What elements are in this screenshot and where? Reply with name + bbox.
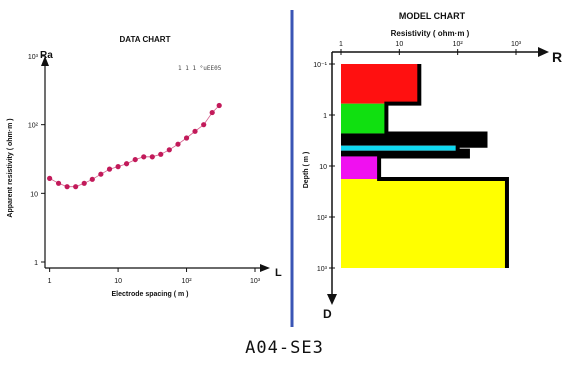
data-point-0-11 — [141, 154, 147, 160]
data-point-0-13 — [158, 151, 164, 157]
model-chart-title: MODEL CHART — [399, 11, 466, 21]
model-layer-6 — [341, 179, 507, 268]
data-y-tick-label-2: 10² — [28, 123, 39, 130]
data-x-tick-label-1: 10 — [114, 278, 122, 285]
data-point-0-12 — [149, 154, 155, 160]
data-y-tick-label-3: 10³ — [28, 54, 39, 61]
data-point-0-2 — [64, 184, 70, 190]
model-chart-layers — [341, 64, 509, 268]
data-point-0-5 — [89, 176, 95, 182]
data-x-axis-arrow — [260, 264, 270, 272]
data-point-0-1 — [55, 180, 62, 186]
data-chart-legend: 1 1 1 °uEE05 — [178, 65, 222, 72]
data-y-axis-arrow — [41, 56, 49, 66]
model-y-tick-label-0: 10⁻¹ — [313, 62, 327, 69]
data-point-0-19 — [209, 109, 215, 116]
model-layer-4 — [341, 150, 468, 157]
model-y-tick-label-4: 10³ — [317, 266, 328, 273]
model-y-tick-label-1: 1 — [323, 113, 327, 120]
data-y-tick-label-0: 1 — [34, 260, 38, 267]
data-chart-x-letter: L — [275, 267, 282, 279]
model-chart-ticks: 1 10 10² 10³ 10⁻¹ 1 10 10² 10³ — [313, 41, 522, 273]
data-point-0-8 — [115, 164, 121, 170]
model-chart-axes — [327, 47, 549, 305]
data-chart-axes — [41, 56, 270, 272]
data-point-0-4 — [81, 180, 87, 186]
model-layer-0 — [341, 64, 420, 104]
model-layer-1 — [341, 103, 387, 134]
data-chart-x-label: Electrode spacing ( m ) — [111, 291, 188, 298]
model-chart-x-letter: R — [552, 49, 562, 65]
model-layer-3 — [341, 145, 458, 151]
data-chart-y-letter: Ra — [40, 50, 53, 61]
data-x-tick-label-0: 1 — [48, 278, 52, 285]
data-x-tick-label-3: 10³ — [250, 278, 261, 285]
model-x-tick-label-3: 10³ — [511, 41, 522, 48]
data-chart-y-label: Apparent resistivity ( ohm·m ) — [7, 118, 14, 217]
data-y-tick-label-1: 10 — [30, 191, 38, 198]
data-series-line-0 — [49, 105, 220, 188]
data-point-0-0 — [47, 175, 53, 181]
model-resistivity-curve — [377, 64, 509, 268]
model-layer-2 — [341, 133, 486, 146]
data-point-0-16 — [183, 135, 190, 141]
model-layer-5 — [341, 156, 380, 180]
data-x-tick-label-2: 10² — [181, 278, 192, 285]
model-chart: MODEL CHART Resistivity ( ohm·m ) Depth … — [303, 11, 562, 321]
model-chart-x-label: Resistivity ( ohm·m ) — [391, 29, 470, 38]
data-point-0-3 — [73, 184, 79, 190]
data-chart-title: DATA CHART — [120, 35, 171, 44]
data-point-0-7 — [106, 166, 113, 172]
model-x-tick-label-0: 1 — [339, 41, 343, 48]
data-point-0-9 — [123, 161, 130, 167]
model-y-axis-arrow — [327, 294, 337, 305]
model-chart-y-label: Depth ( m ) — [303, 152, 310, 189]
model-x-tick-label-2: 10² — [453, 41, 464, 48]
model-x-tick-label-1: 10 — [395, 41, 403, 48]
figure-caption: A04-SE3 — [245, 338, 324, 358]
model-y-tick-label-2: 10 — [319, 164, 327, 171]
data-point-0-10 — [132, 156, 138, 163]
model-y-tick-label-3: 10² — [317, 215, 328, 222]
data-point-0-14 — [166, 147, 172, 153]
data-point-0-17 — [192, 128, 198, 134]
data-point-0-6 — [98, 171, 104, 177]
data-chart-ticks: 1 10 10² 10³ 1 10 10² 10³ — [28, 54, 261, 285]
data-chart-series — [47, 102, 222, 190]
data-point-0-18 — [201, 122, 207, 128]
model-chart-y-letter: D — [323, 307, 332, 321]
data-point-0-20 — [216, 102, 222, 109]
data-chart: DATA CHART 1 1 1 °uEE05 Ra L Electrode s… — [7, 35, 282, 298]
model-x-axis-arrow — [538, 47, 549, 57]
data-point-0-15 — [175, 141, 181, 147]
